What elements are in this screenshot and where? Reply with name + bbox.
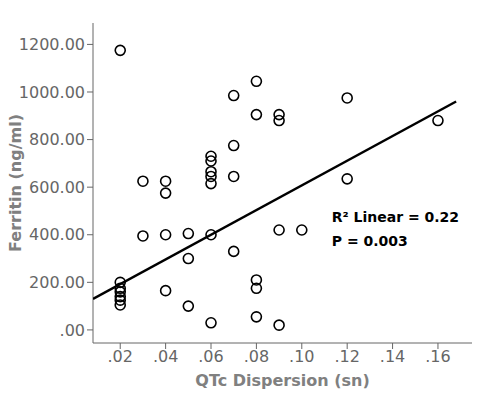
svg-text:600.00: 600.00: [29, 178, 85, 197]
svg-text:.06: .06: [198, 347, 223, 366]
svg-text:1000.00: 1000.00: [19, 83, 85, 102]
svg-text:Ferritin (ng/ml): Ferritin (ng/ml): [8, 114, 25, 252]
svg-text:.08: .08: [244, 347, 269, 366]
svg-text:.04: .04: [153, 347, 178, 366]
html-text:R² Linear = 0.22: R² Linear = 0.22: [331, 208, 460, 225]
svg-text:.00: .00: [60, 321, 85, 340]
svg-text:800.00: 800.00: [29, 130, 85, 149]
svg-text:200.00: 200.00: [29, 273, 85, 292]
svg-text:.16: .16: [425, 347, 450, 366]
svg-text:400.00: 400.00: [29, 225, 85, 244]
svg-text:.10: .10: [289, 347, 314, 366]
svg-text:.12: .12: [334, 347, 359, 366]
svg-text:QTc Dispersion (sn): QTc Dispersion (sn): [195, 371, 369, 390]
svg-text:1200.00: 1200.00: [19, 35, 85, 54]
svg-text:.14: .14: [380, 347, 405, 366]
html-text:P = 0.003: P = 0.003: [331, 232, 408, 249]
svg-text:.02: .02: [108, 347, 133, 366]
